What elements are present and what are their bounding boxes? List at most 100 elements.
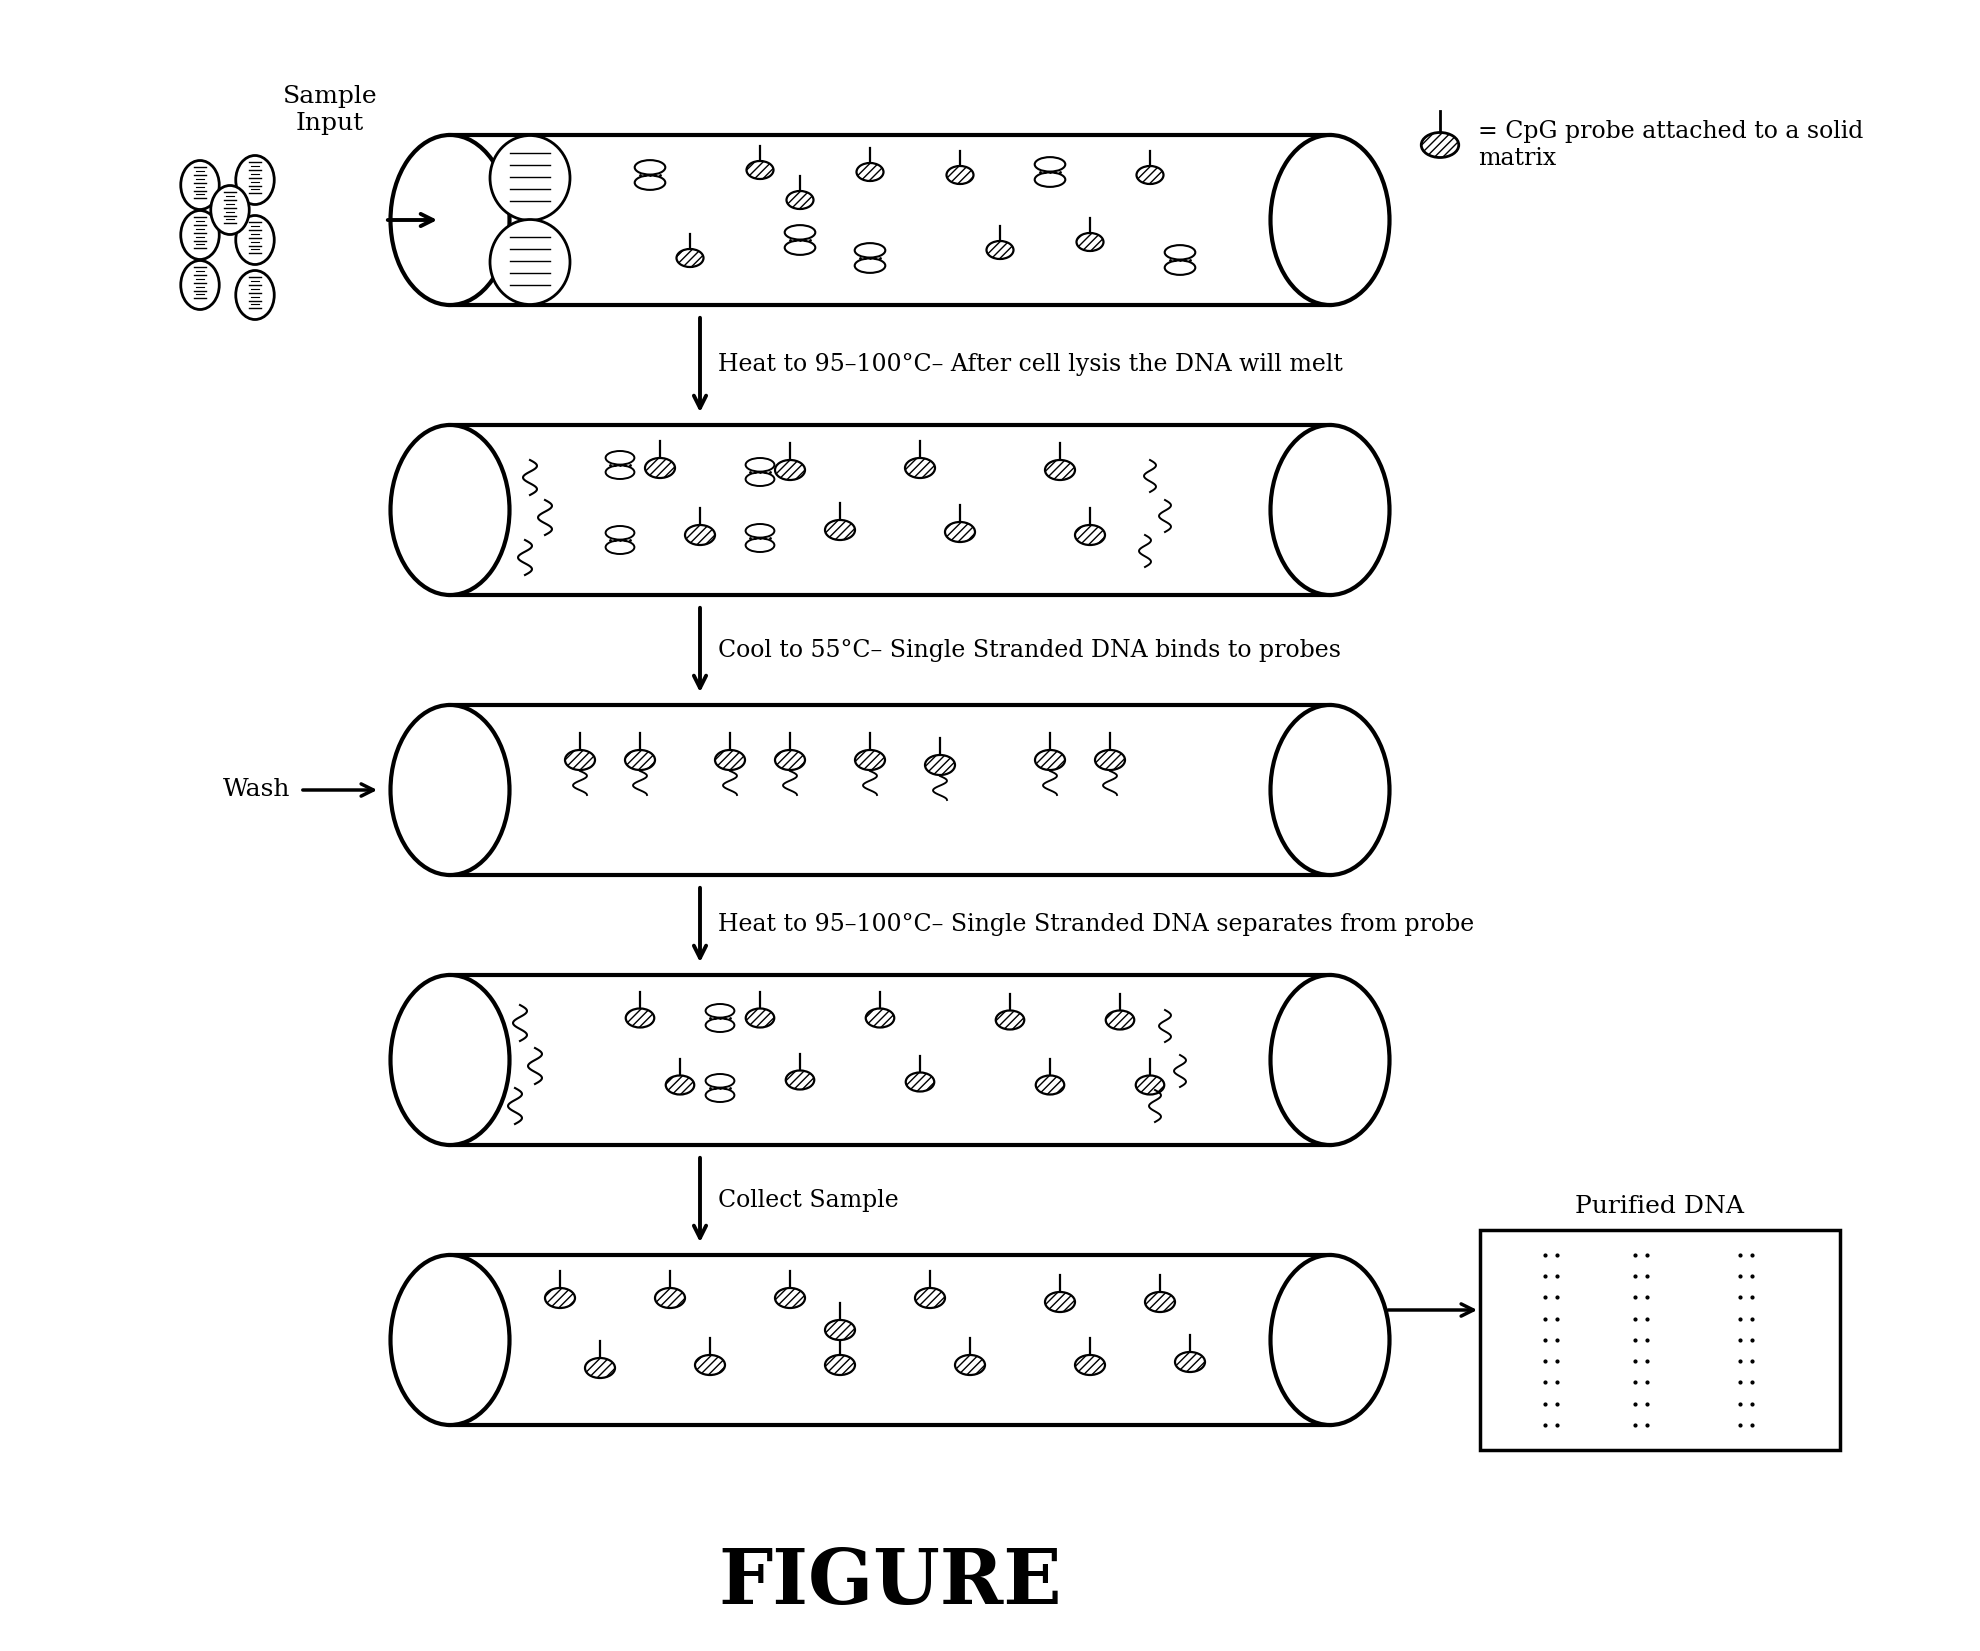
- Bar: [449, 976, 1329, 1146]
- Ellipse shape: [606, 466, 634, 479]
- Ellipse shape: [1420, 132, 1457, 157]
- Ellipse shape: [564, 750, 594, 769]
- Ellipse shape: [1269, 705, 1388, 875]
- Ellipse shape: [1045, 461, 1075, 480]
- Text: Sample
Input: Sample Input: [283, 86, 376, 135]
- Ellipse shape: [744, 538, 774, 551]
- Ellipse shape: [784, 225, 816, 239]
- Ellipse shape: [584, 1359, 614, 1379]
- Ellipse shape: [1034, 750, 1065, 769]
- Text: Heat to 95–100°C– After cell lysis the DNA will melt: Heat to 95–100°C– After cell lysis the D…: [717, 353, 1342, 376]
- Ellipse shape: [180, 210, 220, 259]
- Ellipse shape: [946, 167, 972, 183]
- Ellipse shape: [489, 220, 570, 304]
- Ellipse shape: [1034, 172, 1065, 187]
- Bar: [1479, 1230, 1839, 1450]
- Ellipse shape: [606, 451, 634, 464]
- Ellipse shape: [634, 175, 665, 190]
- Ellipse shape: [634, 160, 665, 175]
- Text: Collect Sample: Collect Sample: [717, 1189, 899, 1212]
- Ellipse shape: [1144, 1293, 1174, 1313]
- Ellipse shape: [855, 163, 883, 182]
- Ellipse shape: [210, 185, 249, 234]
- Text: Heat to 95–100°C– Single Stranded DNA separates from probe: Heat to 95–100°C– Single Stranded DNA se…: [717, 913, 1473, 936]
- Text: Purified DNA: Purified DNA: [1574, 1195, 1744, 1218]
- Ellipse shape: [390, 705, 509, 875]
- Ellipse shape: [489, 135, 570, 221]
- Bar: [449, 705, 1329, 875]
- Ellipse shape: [1269, 1255, 1388, 1425]
- Ellipse shape: [1034, 157, 1065, 172]
- Ellipse shape: [786, 1070, 814, 1090]
- Ellipse shape: [715, 750, 744, 769]
- Ellipse shape: [236, 271, 273, 320]
- Ellipse shape: [744, 523, 774, 538]
- Ellipse shape: [1135, 1075, 1164, 1095]
- Ellipse shape: [236, 216, 273, 264]
- Ellipse shape: [954, 1355, 984, 1375]
- Ellipse shape: [655, 1288, 685, 1308]
- Ellipse shape: [925, 755, 954, 774]
- Ellipse shape: [855, 750, 885, 769]
- Ellipse shape: [236, 155, 273, 205]
- Ellipse shape: [744, 457, 774, 472]
- Ellipse shape: [746, 162, 772, 178]
- Ellipse shape: [824, 1321, 855, 1341]
- Ellipse shape: [1075, 525, 1105, 545]
- Ellipse shape: [784, 241, 816, 254]
- Text: FIGURE: FIGURE: [719, 1545, 1061, 1620]
- Ellipse shape: [675, 249, 703, 267]
- Text: Wash: Wash: [222, 779, 289, 801]
- Ellipse shape: [1075, 1355, 1105, 1375]
- Ellipse shape: [705, 1075, 735, 1088]
- Ellipse shape: [1137, 167, 1162, 183]
- Ellipse shape: [1164, 244, 1194, 259]
- Ellipse shape: [824, 520, 855, 540]
- Text: Cool to 55°C– Single Stranded DNA binds to probes: Cool to 55°C– Single Stranded DNA binds …: [717, 639, 1340, 662]
- Ellipse shape: [544, 1288, 574, 1308]
- Ellipse shape: [905, 1073, 935, 1091]
- Ellipse shape: [824, 1355, 855, 1375]
- Ellipse shape: [1164, 261, 1194, 274]
- Bar: [449, 424, 1329, 594]
- Ellipse shape: [774, 461, 804, 480]
- Ellipse shape: [180, 261, 220, 309]
- Ellipse shape: [180, 160, 220, 210]
- Ellipse shape: [685, 525, 715, 545]
- Ellipse shape: [744, 472, 774, 485]
- Ellipse shape: [645, 457, 675, 479]
- Ellipse shape: [853, 259, 885, 272]
- Ellipse shape: [1045, 1293, 1075, 1313]
- Ellipse shape: [915, 1288, 944, 1308]
- Ellipse shape: [905, 457, 935, 479]
- Ellipse shape: [390, 135, 509, 305]
- Ellipse shape: [705, 1019, 735, 1032]
- Ellipse shape: [865, 1009, 893, 1027]
- Ellipse shape: [774, 1288, 804, 1308]
- Ellipse shape: [944, 522, 974, 542]
- Ellipse shape: [996, 1010, 1024, 1030]
- Ellipse shape: [705, 1004, 735, 1017]
- Ellipse shape: [1095, 750, 1125, 769]
- Ellipse shape: [1036, 1075, 1063, 1095]
- Ellipse shape: [705, 1088, 735, 1101]
- Ellipse shape: [1269, 424, 1388, 594]
- Ellipse shape: [986, 241, 1014, 259]
- Ellipse shape: [1269, 135, 1388, 305]
- Ellipse shape: [606, 540, 634, 555]
- Ellipse shape: [606, 527, 634, 540]
- Ellipse shape: [390, 976, 509, 1146]
- Ellipse shape: [744, 1009, 774, 1027]
- Ellipse shape: [665, 1075, 693, 1095]
- Ellipse shape: [624, 750, 655, 769]
- Ellipse shape: [390, 424, 509, 594]
- Bar: [449, 135, 1329, 305]
- Ellipse shape: [626, 1009, 653, 1027]
- Ellipse shape: [1269, 976, 1388, 1146]
- Text: = CpG probe attached to a solid
matrix: = CpG probe attached to a solid matrix: [1477, 121, 1863, 170]
- Ellipse shape: [853, 243, 885, 258]
- Ellipse shape: [390, 1255, 509, 1425]
- Ellipse shape: [1075, 233, 1103, 251]
- Ellipse shape: [1174, 1352, 1204, 1372]
- Bar: [449, 1255, 1329, 1425]
